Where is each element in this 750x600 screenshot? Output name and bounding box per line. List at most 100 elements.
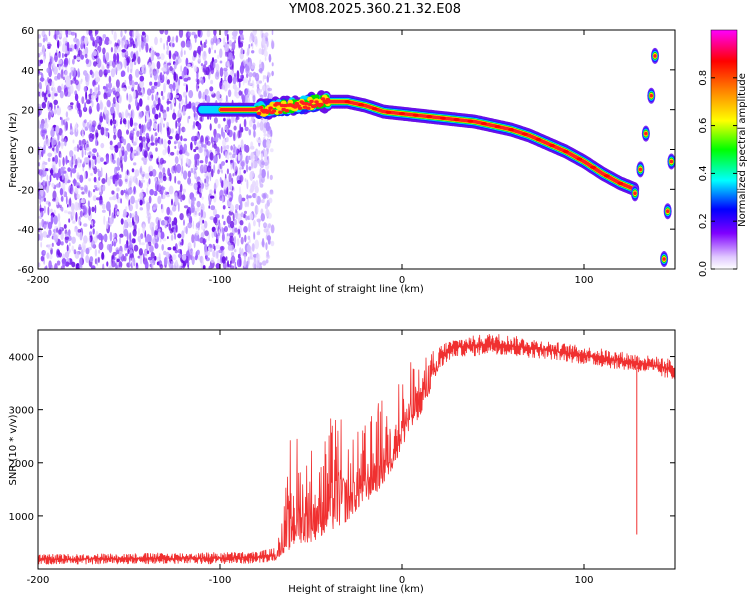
signal-pulse — [344, 100, 351, 104]
noise-speckle — [211, 168, 214, 178]
noise-speckle — [64, 53, 68, 58]
noise-speckle — [175, 35, 179, 43]
noise-speckle — [96, 180, 100, 191]
noise-speckle — [158, 174, 163, 179]
noise-speckle — [160, 220, 166, 226]
noise-speckle — [38, 233, 41, 241]
noise-speckle — [65, 121, 68, 131]
noise-speckle — [45, 265, 48, 269]
noise-speckle — [167, 35, 171, 43]
noise-speckle — [248, 195, 252, 199]
noise-speckle — [262, 74, 265, 83]
noise-speckle — [160, 53, 165, 61]
noise-speckle — [206, 95, 211, 104]
noise-speckle — [135, 214, 139, 224]
noise-speckle — [253, 35, 258, 45]
noise-speckle — [270, 136, 273, 144]
y-tick-label: 2000 — [9, 459, 34, 470]
noise-speckle — [256, 205, 259, 214]
noise-speckle — [266, 131, 271, 138]
y-tick-label: 3000 — [9, 406, 34, 417]
noise-speckle — [106, 155, 109, 164]
noise-speckle — [38, 103, 41, 108]
noise-speckle — [59, 90, 64, 99]
noise-speckle — [48, 111, 51, 121]
noise-speckle — [80, 78, 83, 83]
noise-speckle — [161, 95, 165, 101]
noise-speckle — [138, 248, 143, 256]
aliased-segment — [631, 185, 639, 202]
noise-speckle — [83, 36, 89, 46]
noise-speckle — [146, 243, 149, 249]
noise-speckle — [127, 119, 130, 130]
noise-speckle — [94, 157, 97, 165]
noise-speckle — [224, 125, 227, 131]
noise-speckle — [178, 30, 184, 38]
noise-speckle — [115, 102, 119, 111]
noise-speckle — [53, 93, 58, 97]
noise-speckle — [81, 133, 85, 138]
noise-speckle — [138, 135, 143, 141]
noise-speckle — [173, 140, 179, 144]
noise-speckle — [137, 235, 142, 243]
noise-speckle — [62, 187, 65, 197]
noise-speckle — [229, 235, 234, 244]
noise-speckle — [172, 43, 175, 48]
noise-speckle — [169, 210, 172, 216]
noise-speckle — [229, 40, 232, 47]
noise-speckle — [159, 30, 164, 35]
noise-speckle — [211, 38, 214, 42]
noise-speckle — [144, 260, 149, 269]
noise-speckle — [145, 42, 149, 53]
noise-speckle — [250, 141, 254, 149]
noise-speckle — [158, 180, 161, 186]
noise-speckle — [57, 72, 61, 80]
noise-speckle — [68, 57, 71, 66]
noise-speckle — [182, 188, 186, 193]
noise-speckle — [64, 87, 69, 97]
noise-speckle — [92, 195, 97, 202]
noise-speckle — [102, 47, 106, 55]
signal-pulse — [562, 149, 569, 154]
noise-speckle — [43, 34, 48, 41]
noise-speckle — [41, 102, 47, 109]
noise-speckle — [232, 146, 238, 156]
noise-speckle — [142, 136, 146, 142]
noise-speckle — [81, 191, 85, 195]
noise-speckle — [196, 78, 200, 85]
noise-speckle — [248, 166, 252, 171]
noise-speckle — [196, 200, 201, 208]
noise-speckle — [133, 122, 138, 126]
noise-speckle — [77, 229, 82, 233]
y-tick-label: -60 — [18, 265, 34, 276]
noise-speckle — [248, 129, 252, 136]
signal-pulse — [603, 174, 610, 178]
noise-speckle — [66, 117, 70, 121]
noise-speckle — [250, 202, 254, 207]
noise-speckle — [227, 74, 233, 84]
noise-speckle — [157, 219, 160, 230]
noise-speckle — [250, 65, 256, 70]
noise-speckle — [190, 167, 194, 174]
noise-speckle — [71, 69, 74, 77]
noise-speckle — [117, 171, 120, 181]
noise-speckle — [61, 173, 64, 181]
noise-speckle — [142, 223, 146, 234]
noise-speckle — [135, 50, 139, 59]
noise-speckle — [243, 143, 247, 152]
noise-speckle — [123, 138, 127, 146]
noise-speckle — [110, 119, 113, 126]
noise-speckle — [73, 67, 77, 78]
noise-speckle — [240, 236, 244, 245]
noise-speckle — [109, 231, 113, 242]
noise-speckle — [247, 155, 250, 162]
noise-speckle — [119, 233, 124, 238]
noise-speckle — [226, 144, 230, 150]
noise-speckle — [64, 251, 70, 259]
noise-speckle — [96, 257, 98, 266]
noise-speckle — [55, 30, 60, 36]
noise-speckle — [78, 218, 81, 226]
noise-speckle — [250, 152, 255, 161]
noise-speckle — [252, 30, 257, 36]
